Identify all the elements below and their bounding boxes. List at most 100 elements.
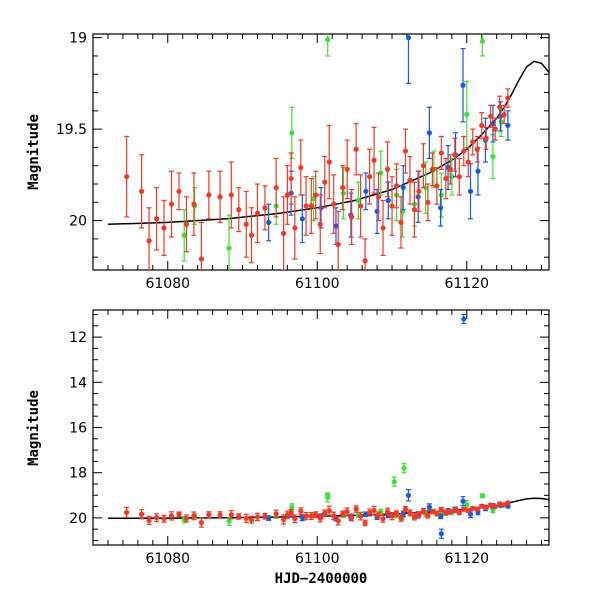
red-point <box>398 196 404 249</box>
data-point <box>438 506 444 513</box>
data-point <box>438 205 444 211</box>
data-point <box>488 113 494 119</box>
red-point <box>353 505 359 513</box>
red-point <box>191 511 197 521</box>
red-point <box>281 196 287 270</box>
data-point <box>429 166 435 172</box>
red-point <box>353 123 359 176</box>
red-point <box>461 506 467 512</box>
data-point <box>340 185 346 191</box>
data-point <box>366 509 373 516</box>
red-point <box>384 141 391 198</box>
data-point <box>299 216 305 222</box>
data-point <box>326 508 332 514</box>
data-point <box>467 188 474 194</box>
red-point <box>243 190 249 258</box>
data-point <box>470 505 476 511</box>
data-point <box>405 492 412 498</box>
data-point <box>416 188 422 194</box>
data-point <box>153 515 160 521</box>
data-point <box>380 516 386 522</box>
red-point <box>288 508 294 517</box>
data-point <box>456 509 462 516</box>
green-point <box>289 503 295 511</box>
data-point <box>236 513 242 520</box>
green-point <box>438 172 444 218</box>
red-point <box>248 207 255 264</box>
data-point <box>505 500 511 506</box>
data-point <box>438 192 444 198</box>
data-point <box>358 513 364 519</box>
data-point <box>483 135 489 141</box>
data-point <box>483 505 489 511</box>
data-point <box>456 174 462 180</box>
x-tick-label: 61120 <box>444 551 489 567</box>
data-point <box>325 36 331 43</box>
model-curve <box>107 60 549 226</box>
red-point <box>322 509 328 517</box>
red-point <box>243 513 249 524</box>
blue-point <box>467 163 474 220</box>
data-point <box>497 104 503 110</box>
data-point <box>176 511 182 517</box>
data-point <box>429 508 435 515</box>
data-point <box>460 82 466 88</box>
data-point <box>366 174 373 180</box>
red-point <box>402 505 409 513</box>
data-point <box>333 223 339 229</box>
red-point <box>303 511 309 521</box>
red-point <box>228 510 234 520</box>
data-point <box>460 498 466 504</box>
data-point <box>288 175 294 182</box>
red-point <box>420 507 427 515</box>
red-point <box>124 135 130 218</box>
green-point <box>289 106 295 160</box>
data-point <box>191 201 197 207</box>
red-point <box>326 124 332 200</box>
data-point <box>288 510 294 516</box>
data-point <box>398 515 404 521</box>
data-point <box>138 511 145 517</box>
y-tick-label: 20 <box>69 214 87 230</box>
data-point <box>289 130 295 136</box>
data-point <box>335 518 341 524</box>
red-point <box>331 511 337 521</box>
red-point <box>340 165 346 211</box>
red-point <box>402 128 409 174</box>
data-point <box>228 192 234 198</box>
red-point <box>228 161 234 229</box>
red-point <box>389 176 395 236</box>
data-point <box>273 185 279 191</box>
green-point <box>340 166 347 220</box>
green-point <box>401 463 407 474</box>
data-point <box>325 494 331 501</box>
red-point <box>479 112 485 139</box>
blue-point <box>475 146 481 196</box>
data-point <box>363 188 369 194</box>
y-tick-label: 12 <box>69 330 87 346</box>
data-point <box>349 214 355 220</box>
data-point <box>389 513 395 519</box>
red-point <box>443 157 449 200</box>
data-point <box>452 507 458 513</box>
data-point <box>198 256 204 262</box>
red-point <box>344 139 350 200</box>
data-point <box>262 513 268 519</box>
data-point <box>228 512 234 518</box>
data-point <box>438 531 444 537</box>
data-point <box>322 510 328 516</box>
data-point <box>400 185 406 191</box>
red-point <box>470 128 476 156</box>
data-point <box>298 164 304 171</box>
blue-point <box>490 104 496 143</box>
red-point <box>465 508 471 514</box>
data-point <box>393 183 400 189</box>
red-point <box>456 509 462 516</box>
red-point <box>322 155 328 209</box>
data-point <box>479 493 486 499</box>
data-point <box>168 513 175 519</box>
red-point <box>176 511 182 518</box>
data-point <box>344 166 350 172</box>
red-point <box>313 170 319 220</box>
data-point <box>497 501 503 507</box>
